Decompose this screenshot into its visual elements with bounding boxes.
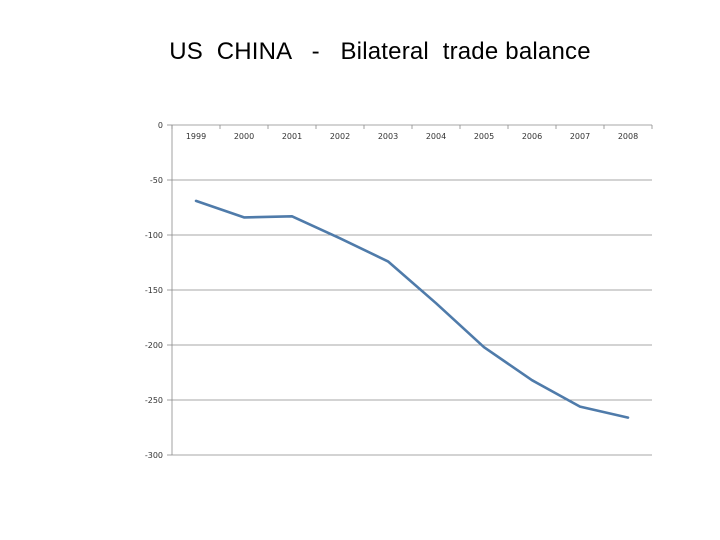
- x-tick-label: 2002: [330, 132, 350, 141]
- gridlines: [172, 179, 652, 456]
- x-tick-label: 2008: [618, 132, 638, 141]
- y-tick-label: -300: [145, 451, 163, 460]
- x-tick-label: 2007: [570, 132, 590, 141]
- series-line: [194, 199, 630, 419]
- y-tick-label: -150: [145, 286, 163, 295]
- x-tick-label: 2001: [282, 132, 302, 141]
- x-tick-label: 2005: [474, 132, 494, 141]
- y-tick-label: -100: [145, 231, 163, 240]
- x-tick-label: 2004: [426, 132, 446, 141]
- x-tick-label: 1999: [186, 132, 206, 141]
- x-tick-label: 2006: [522, 132, 542, 141]
- x-axis-tick-labels: 1999 2000 2001 2002 2003 2004 2005 2006 2007 2008: [186, 132, 638, 141]
- y-tick-label: -50: [150, 176, 163, 185]
- x-tick-label: 2000: [234, 132, 254, 141]
- axes: [167, 124, 653, 456]
- y-tick-label: -200: [145, 341, 163, 350]
- chart-title: US CHINA - Bilateral trade balance: [169, 38, 591, 65]
- x-tick-label: 2003: [378, 132, 398, 141]
- y-tick-label: -250: [145, 396, 163, 405]
- y-tick-label: 0: [158, 121, 163, 130]
- series-group: [194, 199, 630, 419]
- y-axis-tick-labels: 0 -50 -100 -150 -200 -250 -300: [145, 121, 163, 460]
